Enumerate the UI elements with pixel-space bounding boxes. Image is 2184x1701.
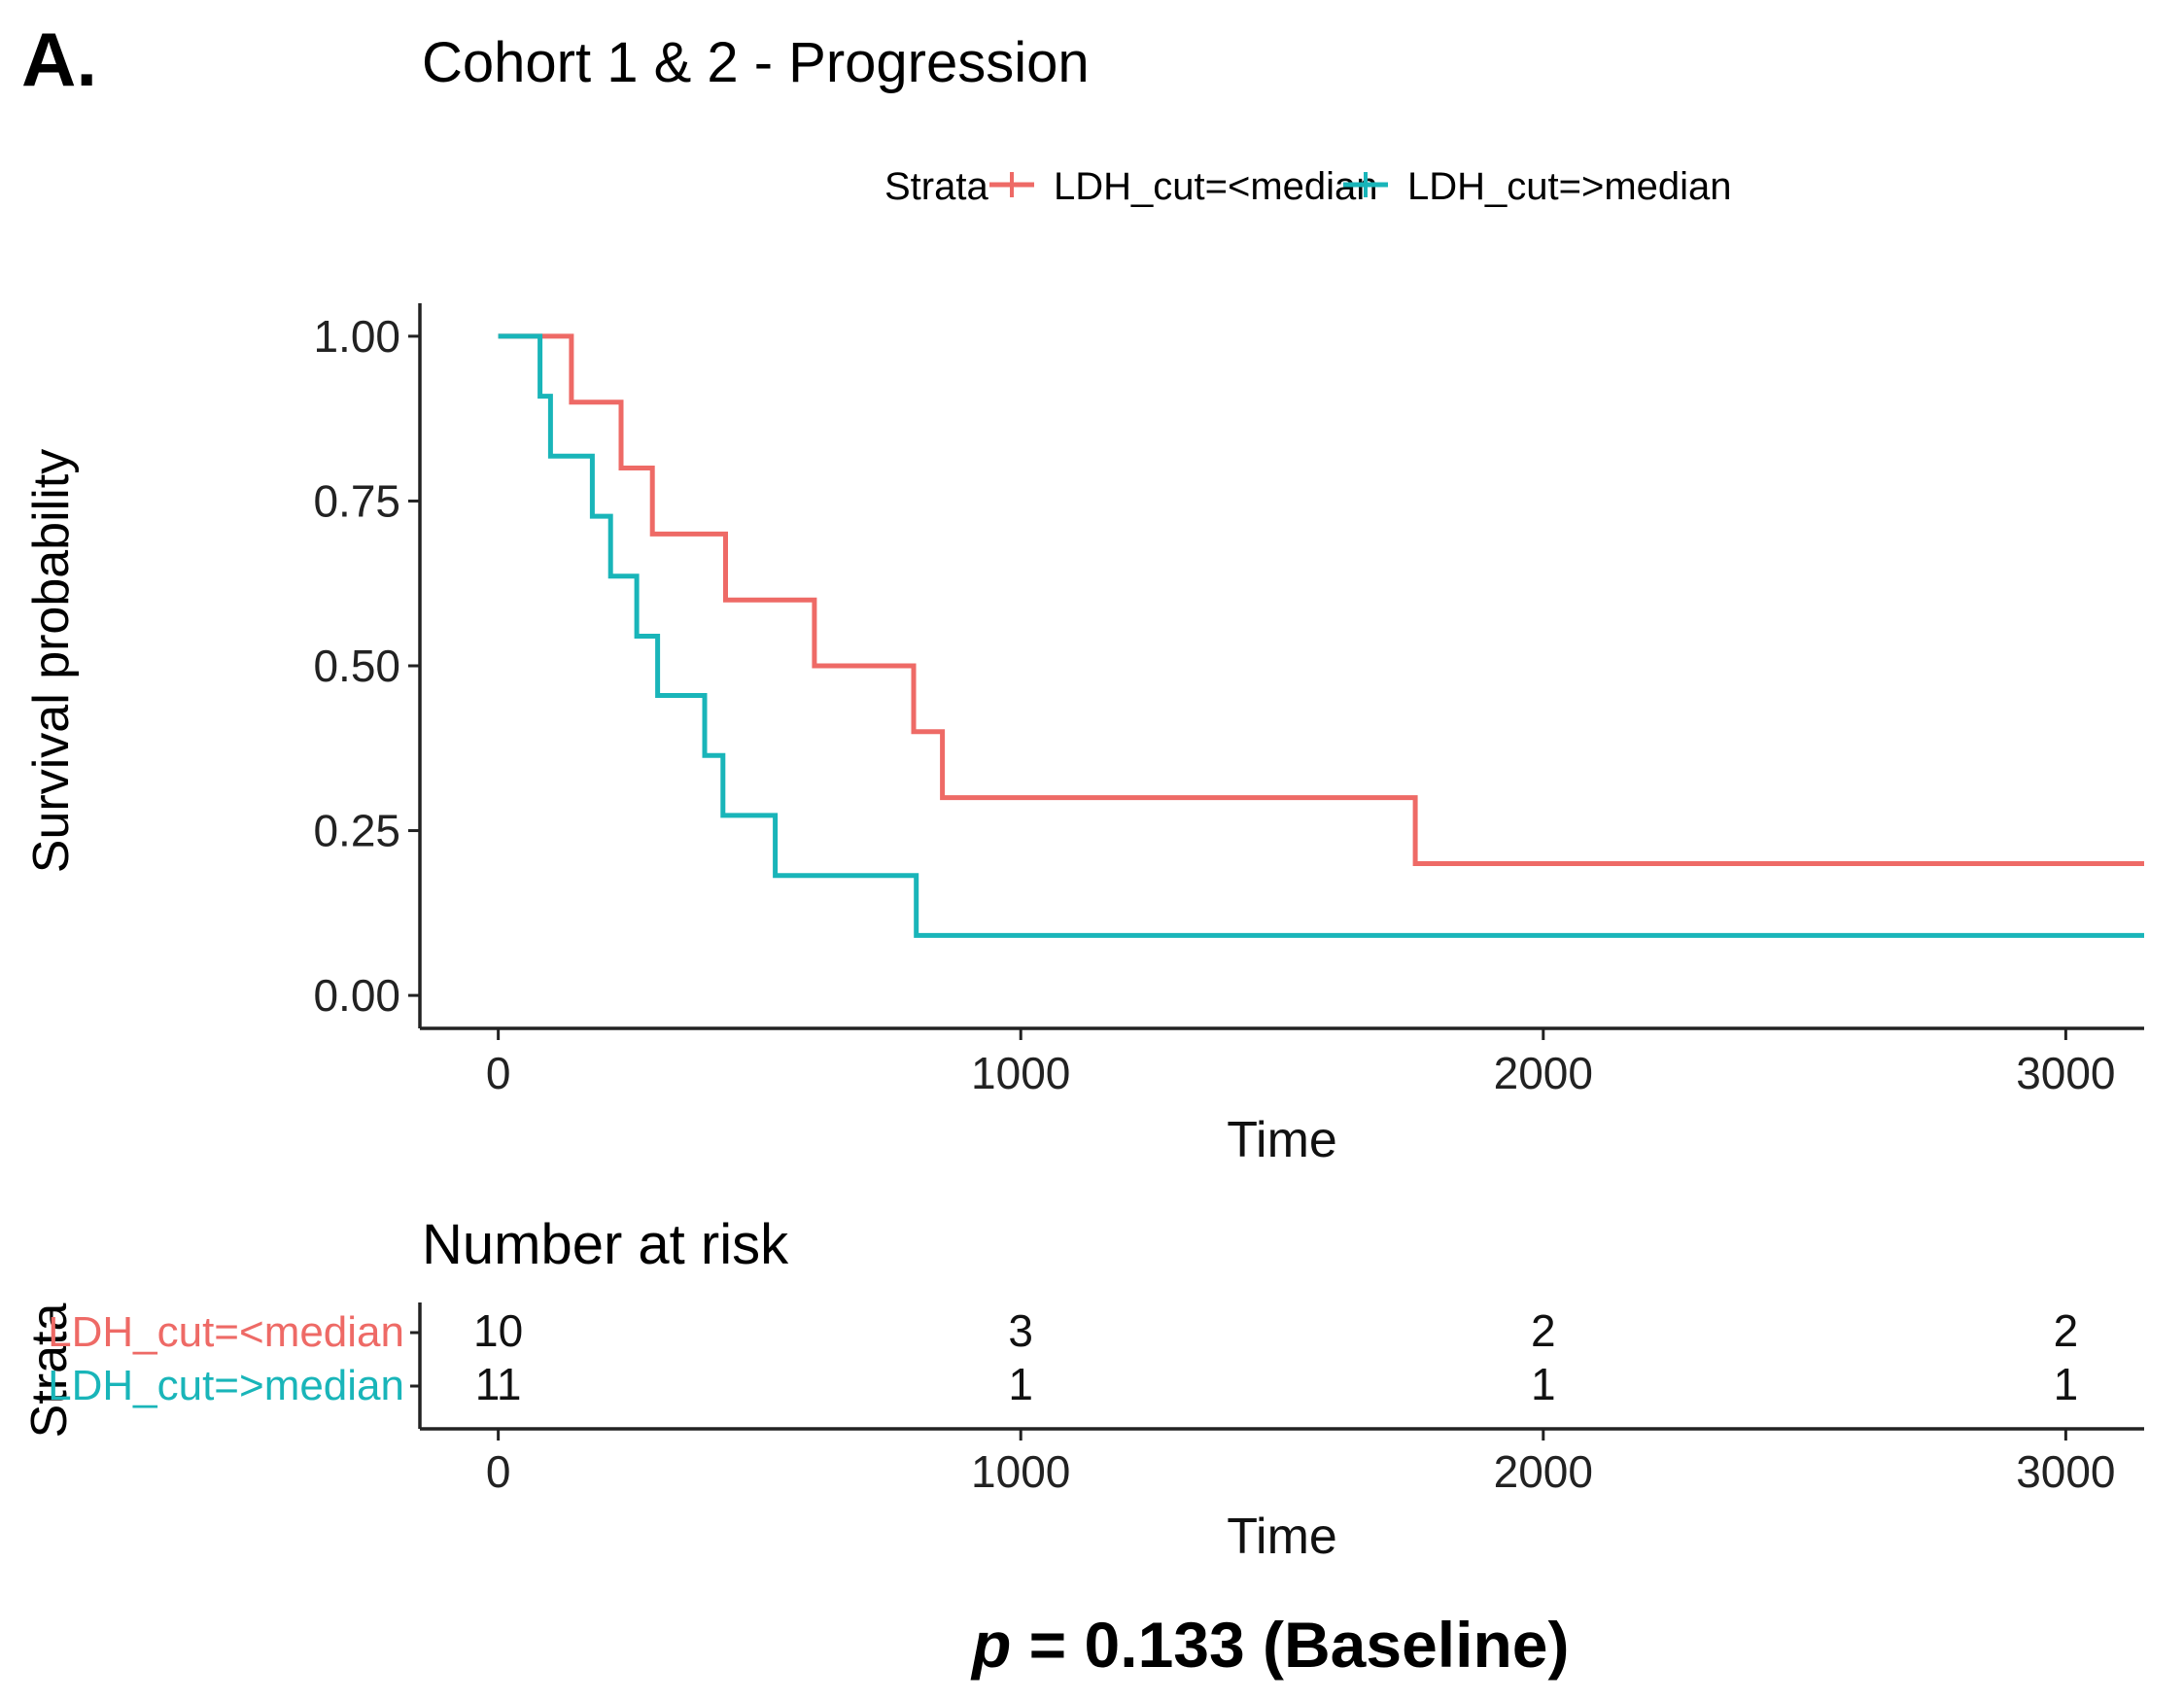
risk-count: 3 — [1008, 1305, 1033, 1356]
p-value: p = 0.133 (Baseline) — [970, 1609, 1569, 1681]
y-tick-label: 0.00 — [313, 970, 400, 1021]
x-tick-label: 2000 — [1494, 1048, 1593, 1098]
risk-row-label-low-ldh: LDH_cut=<median — [48, 1308, 404, 1356]
legend-item-high-ldh: LDH_cut=>median — [1343, 165, 1732, 208]
y-tick-label: 0.75 — [313, 475, 400, 526]
legend-label-high-ldh: LDH_cut=>median — [1407, 165, 1732, 208]
survival-curve-low-ldh — [498, 333, 2144, 866]
x-axis-title: Time — [1227, 1112, 1337, 1168]
survival-curve-high-ldh — [498, 333, 2144, 938]
risk-count: 2 — [1531, 1305, 1556, 1356]
risk-x-tick-label: 0 — [486, 1446, 511, 1497]
legend: Strata LDH_cut=<median LDH_cut=>median — [884, 165, 1732, 208]
y-axis-title: Survival probability — [23, 449, 80, 873]
risk-x-tick-label: 1000 — [971, 1446, 1070, 1497]
risk-count: 10 — [473, 1305, 523, 1356]
risk-count: 2 — [2054, 1305, 2079, 1356]
risk-count: 1 — [1531, 1359, 1556, 1409]
y-tick-label: 1.00 — [313, 311, 400, 362]
y-tick-label: 0.50 — [313, 641, 400, 691]
p-value-symbol: p — [970, 1609, 1011, 1681]
x-tick-label: 3000 — [2016, 1048, 2115, 1098]
risk-row-label-high-ldh: LDH_cut=>median — [48, 1362, 404, 1409]
chart-title: Cohort 1 & 2 - Progression — [422, 31, 1090, 94]
survival-plot: 0.00 0.25 0.50 0.75 1.00 0 1000 2000 3000 Time — [313, 303, 2144, 1168]
risk-count: 1 — [1008, 1359, 1033, 1409]
risk-count: 1 — [2054, 1359, 2079, 1409]
risk-table-strata-label: Strata — [21, 1303, 78, 1439]
legend-item-low-ldh: LDH_cut=<median — [989, 165, 1378, 208]
y-tick-label: 0.25 — [313, 806, 400, 856]
p-value-text: = 0.133 (Baseline) — [1011, 1609, 1569, 1681]
risk-x-tick-label: 3000 — [2016, 1446, 2115, 1497]
x-tick-label: 0 — [486, 1048, 511, 1098]
legend-label-low-ldh: LDH_cut=<median — [1054, 165, 1378, 208]
x-tick-label: 1000 — [971, 1048, 1070, 1098]
risk-count: 11 — [475, 1359, 522, 1409]
legend-title: Strata — [884, 165, 988, 208]
risk-x-tick-label: 2000 — [1494, 1446, 1593, 1497]
panel-label: A. — [21, 17, 97, 102]
risk-table-title: Number at risk — [422, 1213, 789, 1276]
risk-x-axis-title: Time — [1227, 1509, 1337, 1565]
